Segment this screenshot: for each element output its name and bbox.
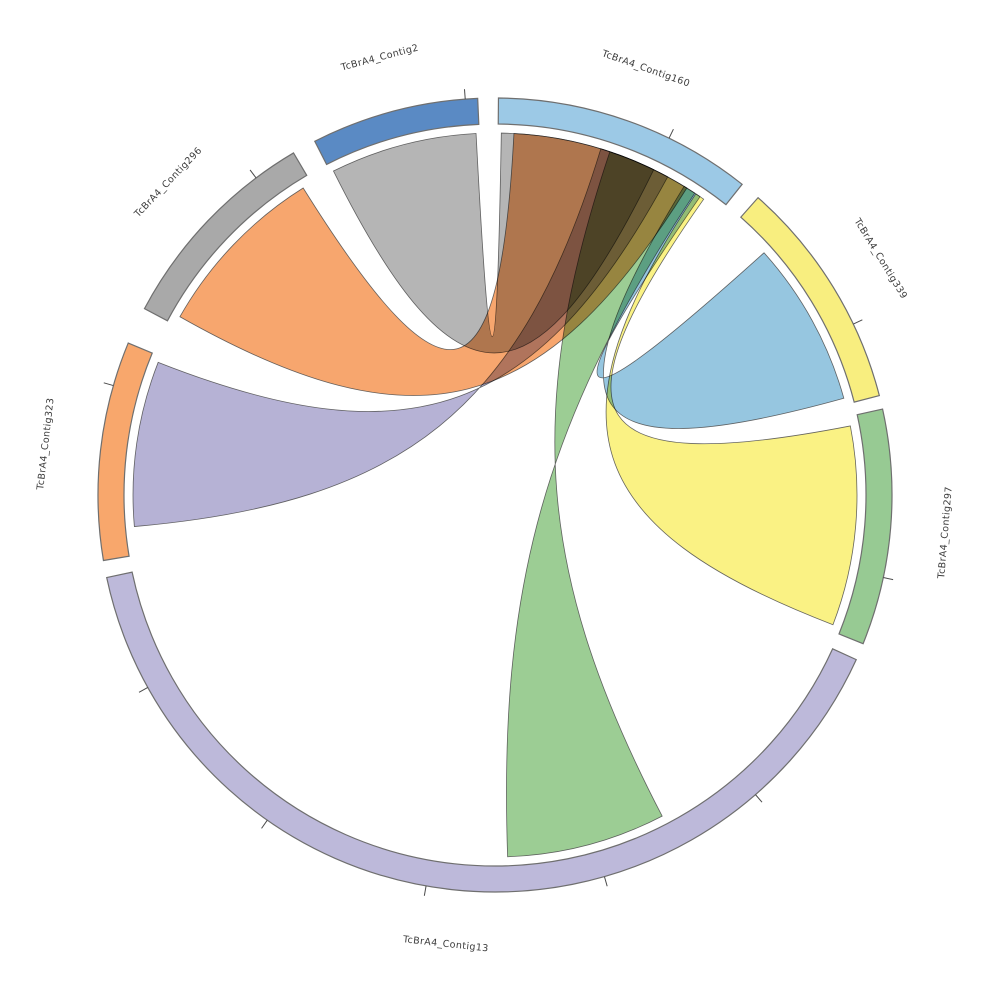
sector-arc-TcBrA4_Contig297 — [838, 408, 893, 645]
axis-tick-TcBrA4_Contig13 — [261, 819, 268, 829]
axis-tick-TcBrA4_Contig13 — [138, 687, 149, 693]
sector-arc-TcBrA4_Contig339 — [739, 196, 881, 403]
sector-arc-TcBrA4_Contig160 — [497, 97, 743, 206]
sector-arc-TcBrA4_Contig323 — [97, 342, 154, 562]
sectors-group — [97, 97, 893, 893]
ribbons-group — [132, 132, 858, 858]
axis-tick-TcBrA4_Contig13 — [603, 876, 608, 887]
axis-tick-TcBrA4_Contig160 — [668, 128, 674, 139]
axis-tick-TcBrA4_Contig13 — [755, 794, 763, 803]
axis-tick-TcBrA4_Contig296 — [249, 169, 257, 179]
sector-arc-TcBrA4_Contig296 — [143, 152, 308, 322]
sector-arc-TcBrA4_Contig2 — [313, 97, 480, 166]
axis-tick-TcBrA4_Contig339 — [853, 319, 863, 325]
ribbon-TcBrA4_Contig297-TcBrA4_Contig160 — [605, 193, 858, 626]
ticks-group — [103, 89, 894, 896]
axis-tick-TcBrA4_Contig2 — [463, 89, 466, 100]
axis-tick-TcBrA4_Contig13 — [423, 885, 427, 896]
ribbon-TcBrA4_Contig339-TcBrA4_Contig160 — [596, 185, 845, 429]
axis-tick-TcBrA4_Contig297 — [883, 577, 894, 581]
sector-arc-TcBrA4_Contig13 — [105, 571, 858, 893]
axis-tick-TcBrA4_Contig323 — [103, 382, 114, 387]
